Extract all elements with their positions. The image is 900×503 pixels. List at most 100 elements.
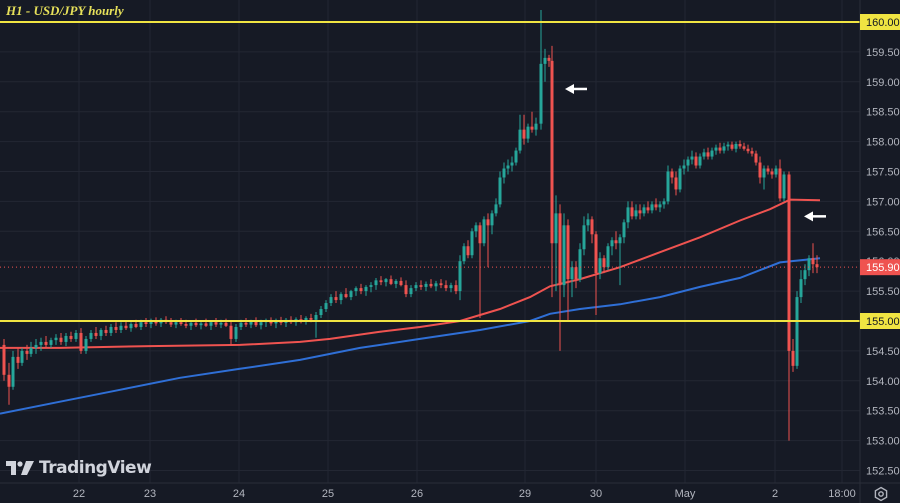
candle — [646, 201, 650, 214]
price-axis-label: 153.500 — [866, 406, 900, 418]
candle — [314, 312, 318, 338]
candle — [84, 335, 88, 354]
chart-title: H1 - USD/JPY hourly — [6, 3, 124, 18]
candle — [334, 291, 338, 304]
candle — [244, 318, 248, 327]
candle — [774, 165, 778, 178]
candle — [662, 198, 666, 209]
price-axis-label: 152.500 — [866, 466, 900, 478]
candle — [726, 141, 730, 151]
candle — [99, 328, 103, 341]
tradingview-logo[interactable]: TradingView — [6, 458, 152, 478]
candle — [539, 10, 543, 130]
candle — [498, 171, 502, 208]
candle — [404, 280, 408, 298]
candle — [754, 150, 758, 166]
candle — [16, 347, 20, 369]
candle — [419, 280, 423, 290]
candle — [706, 147, 710, 160]
candle — [39, 337, 43, 351]
candle — [566, 219, 570, 321]
price-axis-label: 154.500 — [866, 346, 900, 358]
candle — [682, 159, 686, 175]
candle — [319, 306, 323, 319]
price-axis-label: 159.500 — [866, 47, 900, 59]
candle — [474, 222, 478, 238]
svg-text:155.000: 155.000 — [866, 316, 900, 328]
candle — [626, 201, 630, 229]
candle — [444, 280, 448, 292]
price-axis-label: 156.500 — [866, 226, 900, 238]
time-axis-label: 26 — [411, 488, 423, 500]
candle — [429, 279, 433, 289]
candle — [807, 255, 811, 277]
candle — [449, 282, 453, 293]
candle — [359, 283, 363, 295]
candle — [686, 156, 690, 172]
candle — [642, 204, 646, 217]
candle — [678, 165, 682, 193]
candle — [510, 156, 514, 172]
price-axis-label: 158.000 — [866, 137, 900, 149]
candle — [59, 332, 63, 345]
candle — [399, 277, 403, 287]
left-arrow-icon[interactable] — [804, 211, 826, 222]
price-axis-label: 153.000 — [866, 436, 900, 448]
candle — [702, 148, 706, 160]
time-axis-label: 29 — [519, 488, 531, 500]
candle — [547, 54, 551, 67]
time-axis-label: 2 — [772, 488, 778, 500]
candle — [543, 48, 547, 82]
left-arrow-icon[interactable] — [565, 83, 587, 94]
candle — [558, 204, 562, 351]
candle — [526, 123, 530, 143]
candle — [534, 117, 538, 136]
candle — [34, 338, 38, 354]
annotation-arrows — [565, 83, 826, 222]
time-axis-label: May — [675, 488, 696, 500]
horizontal-levels — [0, 21, 860, 322]
time-axis[interactable]: 22 23 24 25 26 29 30 May 2 18:00 — [73, 488, 856, 500]
candlesticks — [2, 10, 819, 441]
candle — [674, 171, 678, 196]
candle — [795, 291, 799, 369]
time-axis-label: 30 — [590, 488, 602, 500]
candle — [630, 201, 634, 220]
price-axis[interactable]: 159.500 159.000 158.500 158.000 157.500 157.0… — [866, 47, 900, 478]
candle — [782, 171, 786, 202]
candle — [506, 159, 510, 175]
candle — [486, 213, 490, 268]
candle — [714, 144, 718, 155]
price-axis-label: 157.500 — [866, 167, 900, 179]
candle — [409, 285, 413, 298]
candle — [799, 270, 803, 304]
candle — [610, 237, 614, 256]
candle — [470, 228, 474, 259]
candle — [638, 204, 642, 220]
level-price-tag: 155.000 — [860, 313, 900, 329]
candle — [530, 111, 534, 133]
candle — [119, 322, 123, 333]
candle — [742, 142, 746, 151]
candle — [622, 219, 626, 244]
candle — [634, 204, 638, 220]
candle — [234, 323, 238, 342]
candle — [787, 171, 791, 441]
candle — [144, 318, 148, 327]
candle — [414, 282, 418, 292]
candle — [694, 152, 698, 169]
candle — [54, 334, 58, 345]
candle — [79, 328, 83, 354]
price-tags: 160.000 155.000 155.900 — [860, 14, 900, 329]
candle — [124, 321, 128, 330]
candle — [582, 216, 586, 256]
svg-text:160.000: 160.000 — [866, 17, 900, 29]
candle — [770, 168, 774, 179]
candle — [811, 243, 815, 274]
settings-gear-icon[interactable] — [873, 486, 889, 502]
svg-text:155.900: 155.900 — [866, 262, 900, 274]
price-axis-label: 158.500 — [866, 107, 900, 119]
candle — [189, 321, 193, 330]
candle — [199, 321, 203, 330]
